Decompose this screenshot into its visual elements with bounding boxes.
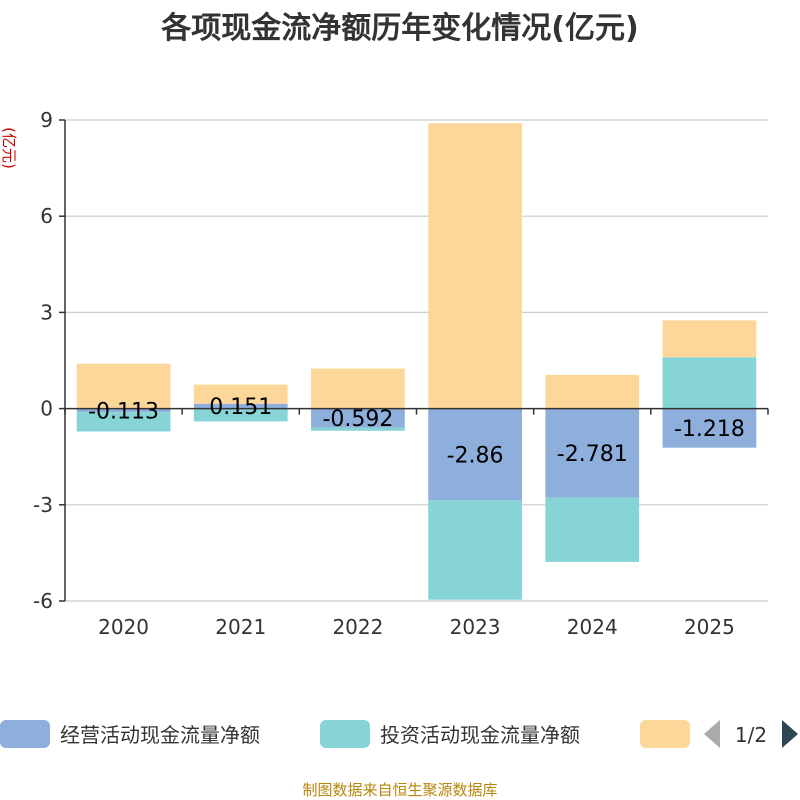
bar-2023-series-0: [428, 408, 522, 501]
bar-2021-series-1: [193, 408, 288, 422]
x-tick-label-2025: 2025: [684, 615, 735, 639]
bar-2024-series-0: [545, 408, 640, 498]
legend-next-icon[interactable]: [782, 720, 798, 748]
bar-2024-series-2: [545, 374, 640, 409]
legend-swatch-2: [640, 720, 690, 748]
x-tick-label-2020: 2020: [98, 615, 149, 639]
data-labels: -0.113 0.151 -0.592 -2.86 -2.781 -1.218: [88, 395, 745, 468]
y-tick-label-3: 3: [40, 300, 53, 324]
y-tick-label-6: 6: [40, 204, 53, 228]
data-source-footer: 制图数据来自恒生聚源数据库: [302, 781, 497, 799]
bar-2025-series-2: [662, 320, 757, 358]
bar-2025-series-1: [662, 357, 757, 409]
bar-2024-series-1: [545, 497, 640, 562]
bar-2022-series-1: [311, 427, 405, 431]
x-tick-label-2023: 2023: [450, 615, 501, 639]
legend-label-1: 投资活动现金流量净额: [380, 723, 580, 747]
bar-2020-series-2: [76, 363, 171, 409]
x-tick-label-2022: 2022: [332, 615, 383, 639]
data-label-2022: -0.592: [322, 407, 393, 432]
y-tick-label--3: -3: [33, 493, 53, 517]
bar-2023-series-2: [428, 123, 522, 409]
bar-2021-series-0: [193, 403, 288, 409]
y-tick-label--6: -6: [33, 589, 53, 613]
legend-swatch-0: [0, 720, 50, 748]
bar-2020-series-1: [76, 412, 171, 432]
legend-page-indicator: 1/2: [735, 723, 767, 747]
legend-label-0: 经营活动现金流量净额: [60, 723, 260, 747]
bar-2022-series-0: [311, 408, 405, 428]
chart-title: 各项现金流净额历年变化情况(亿元): [160, 11, 638, 46]
y-tick-label-9: 9: [40, 108, 53, 132]
data-label-2024: -2.781: [557, 442, 628, 467]
legend: 经营活动现金流量净额 投资活动现金流量净额 1/2: [0, 720, 798, 748]
legend-prev-icon[interactable]: [704, 720, 720, 748]
x-tick-label-2024: 2024: [567, 615, 618, 639]
data-label-2025: -1.218: [674, 417, 745, 442]
axes: 9 6 3 0 -3 -6 2020 2021 2022 2023 2024 2025: [33, 108, 769, 639]
data-label-2023: -2.86: [447, 443, 504, 468]
y-tick-label-0: 0: [40, 397, 53, 421]
bar-2022-series-2: [311, 368, 405, 409]
data-label-2020: -0.113: [88, 399, 159, 424]
bar-2025-series-0: [662, 408, 757, 448]
bars: [76, 123, 757, 600]
legend-swatch-1: [320, 720, 370, 748]
y-axis-unit-label: (亿元): [0, 127, 18, 169]
bar-2020-series-0: [76, 408, 171, 413]
data-label-2021: 0.151: [209, 395, 272, 420]
bar-2023-series-1: [428, 500, 522, 600]
bar-2021-series-2: [193, 384, 288, 404]
x-tick-label-2021: 2021: [215, 615, 266, 639]
grid-lines: [65, 119, 768, 602]
